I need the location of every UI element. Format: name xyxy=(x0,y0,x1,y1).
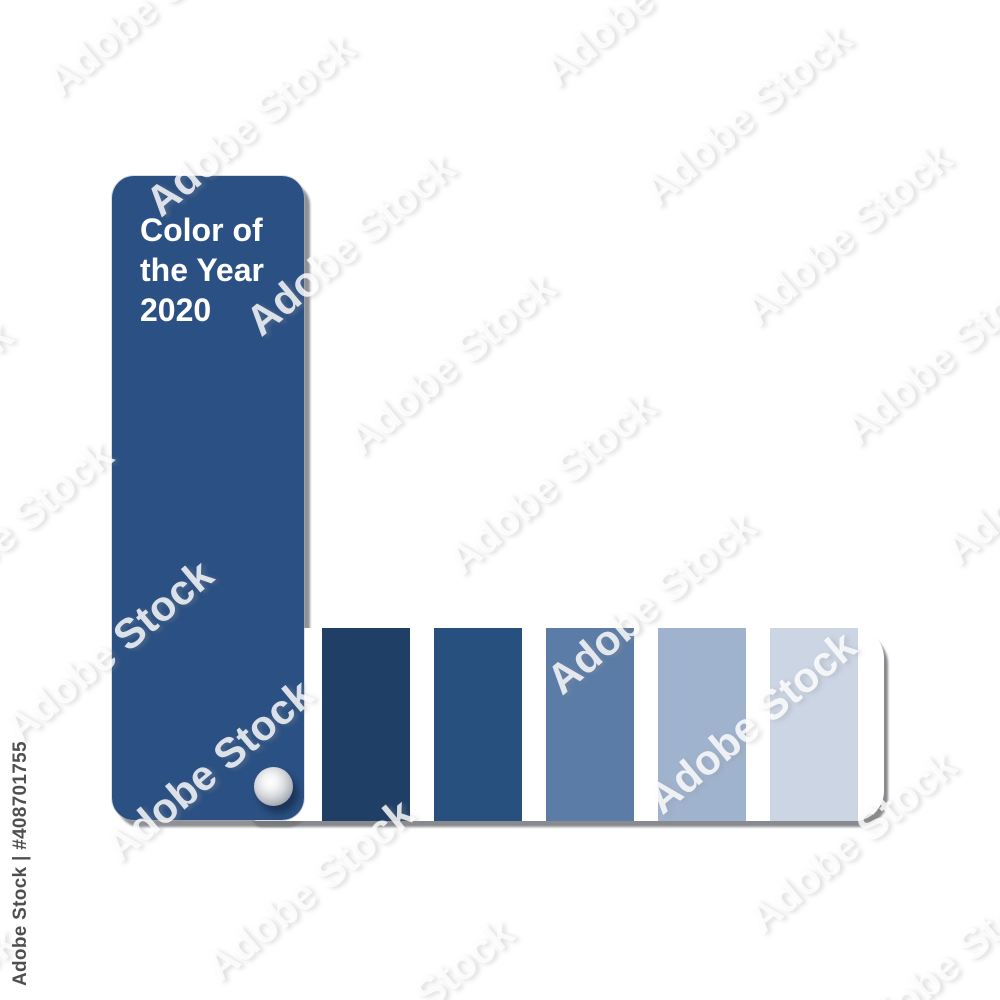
cover-title-line-2: the Year xyxy=(140,252,264,288)
swatch-blue-dark xyxy=(434,628,522,821)
swatch-blue-light xyxy=(658,628,746,821)
swatch-blue-lightest xyxy=(770,628,858,821)
watermark-tile: Adobe Stock xyxy=(36,0,264,106)
cover-title-line-3: 2020 xyxy=(140,292,212,328)
cover-title-line-1: Color of xyxy=(140,212,263,248)
color-guide-cover-card: Color of the Year 2020 xyxy=(112,176,304,820)
watermark-tile: Adobe Stock xyxy=(833,253,1000,455)
watermark-tile: Adobe Stock xyxy=(633,14,861,216)
swatch-blue-darkest xyxy=(322,628,410,821)
watermark-tile: Adobe Stock xyxy=(533,0,760,97)
metal-rivet-pin-icon xyxy=(254,767,293,806)
watermark-tile: Adobe Stock xyxy=(337,263,565,465)
cover-title: Color of the Year 2020 xyxy=(140,210,264,330)
watermark-tile: Adobe Stock xyxy=(839,860,1000,1000)
watermark-tile: Adobe Stock xyxy=(934,373,1000,575)
color-swatch-strip-card xyxy=(248,628,884,821)
swatch-blue-medium xyxy=(546,628,634,821)
watermark-tile: Adobe Stock xyxy=(939,980,1000,1000)
watermark-tile: Adobe Stock xyxy=(437,382,665,584)
watermark-tile: Adobe Stock xyxy=(296,909,523,1000)
watermark-tile: Adobe Stock xyxy=(0,430,122,632)
watermark-tile: Adobe Stock xyxy=(0,311,22,512)
watermark-tile: Adobe Stock xyxy=(733,133,961,336)
stock-credit-watermark: Adobe Stock | #408701755 xyxy=(10,741,31,986)
